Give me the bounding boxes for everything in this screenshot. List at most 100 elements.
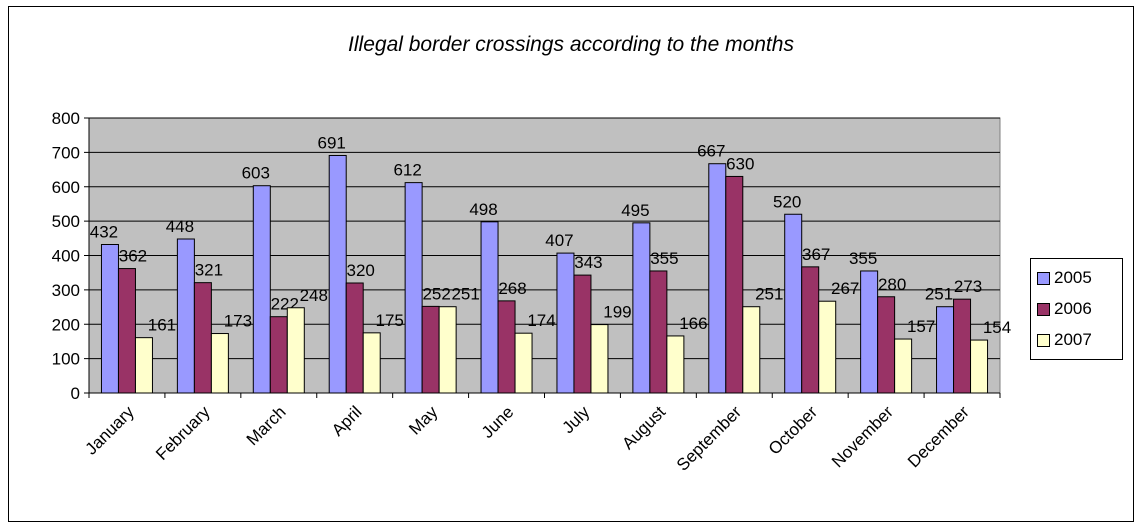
data-label-2005: 691 (318, 133, 346, 152)
category-label: December (904, 402, 973, 471)
bar-2007 (742, 306, 761, 394)
legend-swatch-2007 (1037, 333, 1050, 347)
data-label-2005: 448 (166, 217, 194, 236)
data-label-2006: 355 (650, 249, 678, 268)
bar-2007 (286, 307, 305, 394)
legend-label-2007: 2007 (1054, 330, 1092, 349)
bar-2006 (497, 300, 516, 394)
data-label-2007: 248 (300, 286, 328, 305)
bar-2006 (649, 270, 668, 394)
data-label-2006: 367 (802, 245, 830, 264)
category-label: April (328, 402, 365, 439)
data-label-2005: 495 (621, 201, 649, 220)
y-tick-label: 500 (52, 212, 80, 231)
legend-item-2005: 2005 (1037, 268, 1092, 288)
bar-2006 (801, 266, 820, 394)
bar-2007 (666, 335, 685, 394)
data-label-2007: 161 (148, 316, 176, 335)
data-label-2005: 251 (925, 285, 953, 304)
y-tick-label: 300 (52, 281, 80, 300)
data-label-2007: 267 (831, 279, 859, 298)
bar-2007 (134, 337, 153, 394)
legend-swatch-2006 (1037, 302, 1050, 316)
data-label-2007: 173 (224, 312, 252, 331)
y-tick-label: 800 (52, 109, 80, 128)
category-label: May (405, 402, 441, 438)
bar-2006 (269, 316, 288, 394)
data-label-2006: 268 (498, 279, 526, 298)
bar-2007 (438, 306, 457, 394)
bar-2006 (953, 298, 972, 394)
category-label: July (558, 402, 593, 437)
data-label-2006: 343 (574, 253, 602, 272)
bar-2005 (708, 163, 727, 394)
data-label-2005: 498 (469, 200, 497, 219)
data-label-2005: 667 (697, 142, 725, 161)
category-label: March (243, 402, 290, 449)
data-label-2007: 175 (376, 311, 404, 330)
category-label: November (828, 402, 897, 471)
data-label-2005: 520 (773, 192, 801, 211)
data-label-2006: 320 (347, 261, 375, 280)
data-label-2006: 273 (954, 277, 982, 296)
data-label-2006: 252 (422, 284, 450, 303)
data-label-2005: 355 (849, 249, 877, 268)
data-label-2007: 154 (983, 318, 1011, 337)
bar-2006 (117, 268, 136, 394)
data-label-2007: 251 (451, 285, 479, 304)
bar-2006 (573, 274, 592, 394)
category-label: September (673, 402, 745, 474)
bar-2006 (345, 282, 364, 394)
data-label-2007: 251 (755, 285, 783, 304)
data-label-2005: 407 (545, 231, 573, 250)
category-label: August (618, 402, 669, 453)
data-label-2005: 612 (393, 161, 421, 180)
bar-2005 (784, 213, 803, 394)
bar-2007 (362, 332, 381, 394)
bar-2007 (818, 300, 837, 394)
bar-2006 (421, 305, 440, 394)
category-label: February (152, 402, 214, 464)
category-label: June (478, 402, 518, 442)
bar-2005 (480, 221, 499, 394)
bar-2005 (860, 270, 879, 394)
legend-item-2007: 2007 (1037, 330, 1092, 350)
bar-2005 (556, 252, 575, 394)
bar-2006 (193, 282, 212, 394)
data-label-2007: 199 (603, 303, 631, 322)
y-tick-label: 700 (52, 143, 80, 162)
legend-label-2006: 2006 (1054, 299, 1092, 318)
legend-label-2005: 2005 (1054, 268, 1092, 287)
category-label: October (765, 402, 821, 458)
y-tick-label: 200 (52, 315, 80, 334)
bar-2005 (176, 238, 195, 394)
bar-2007 (970, 339, 989, 394)
y-tick-label: 0 (71, 384, 80, 403)
legend: 2005 2006 2007 (1030, 258, 1123, 360)
data-label-2005: 432 (90, 223, 118, 242)
bar-2007 (590, 324, 609, 394)
bar-2005 (632, 222, 651, 394)
bar-2006 (725, 175, 744, 394)
data-label-2006: 362 (119, 247, 147, 266)
data-label-2007: 166 (679, 314, 707, 333)
bar-2005 (252, 185, 271, 394)
category-label: January (82, 402, 139, 459)
data-label-2006: 630 (726, 154, 754, 173)
bar-2005 (328, 154, 347, 394)
y-tick-label: 400 (52, 247, 80, 266)
legend-item-2006: 2006 (1037, 299, 1092, 319)
bar-2005 (936, 306, 955, 394)
chart-title: Illegal border crossings according to th… (348, 33, 794, 56)
y-tick-label: 600 (52, 178, 80, 197)
data-label-2006: 321 (195, 261, 223, 280)
bar-2007 (894, 338, 913, 394)
legend-swatch-2005 (1037, 271, 1050, 285)
bar-2007 (514, 332, 533, 394)
bar-2005 (404, 182, 423, 394)
bar-2006 (877, 296, 896, 394)
data-label-2007: 157 (907, 317, 935, 336)
data-label-2005: 603 (242, 164, 270, 183)
bar-2007 (210, 333, 229, 394)
